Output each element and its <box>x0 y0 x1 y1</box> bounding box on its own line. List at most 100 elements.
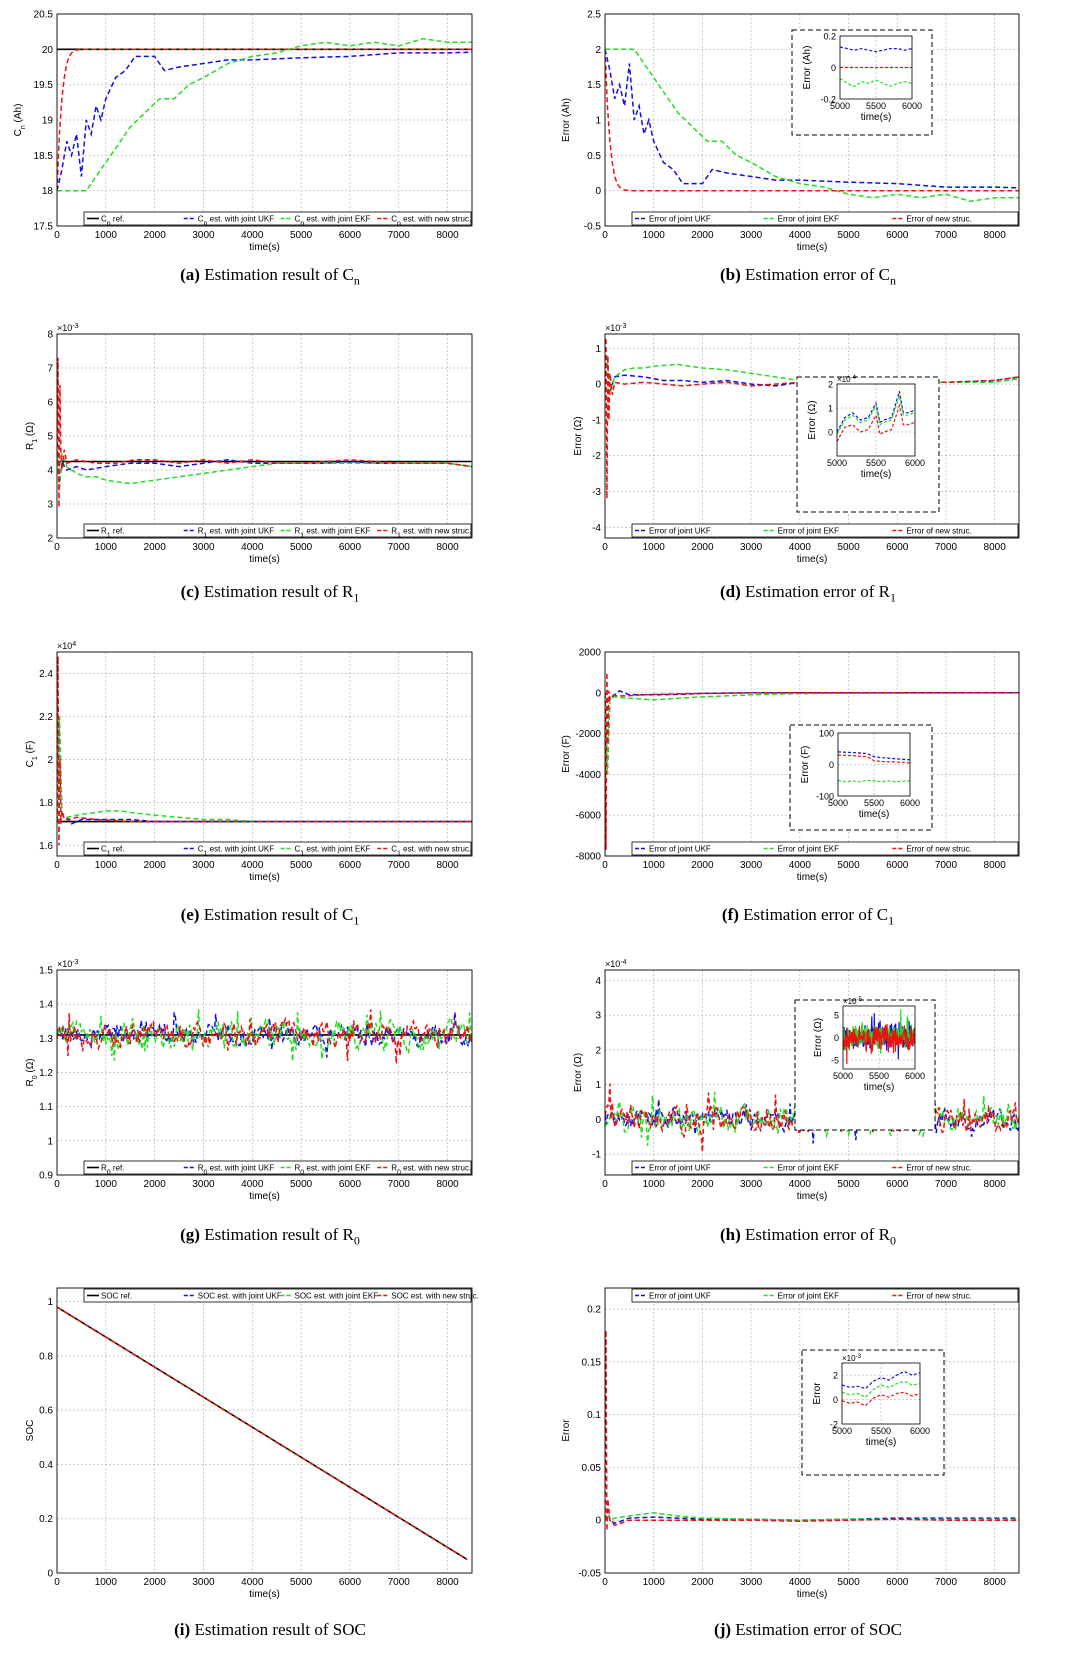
y-axis-label: Error (Ω) <box>573 416 584 455</box>
x-tick-label: 7000 <box>935 230 958 241</box>
x-tick-label: 4000 <box>241 1577 264 1588</box>
y-tick-label: 20.5 <box>34 10 54 21</box>
y-tick-label: -1 <box>592 1150 601 1161</box>
y-tick-label: 3 <box>595 1011 601 1022</box>
x-tick-label: 1000 <box>95 1577 118 1588</box>
y-axis-label: R0 (Ω) <box>25 1058 39 1086</box>
caption-c: (c) Estimation result of R1 <box>0 582 540 605</box>
y-axis-label: Error (Ω) <box>573 1053 584 1092</box>
y-tick-label: 0 <box>595 688 601 699</box>
y-tick-label: 1.1 <box>39 1102 53 1113</box>
x-tick-label: 0 <box>54 542 60 553</box>
y-tick-label: 0 <box>595 1115 601 1126</box>
inset-x-axis-label: time(s) <box>866 1437 897 1448</box>
y-tick-label: 2 <box>833 1371 838 1381</box>
axis-exponent: ×10-3 <box>57 323 79 334</box>
y-tick-label: 2 <box>828 380 833 390</box>
x-tick-label: 6000 <box>339 1179 362 1190</box>
y-tick-label: 3 <box>47 500 53 511</box>
y-tick-label: -4 <box>592 523 601 534</box>
legend-entry: Error of joint EKF <box>778 1164 839 1173</box>
y-tick-label: 0 <box>595 186 601 197</box>
x-tick-label: 1000 <box>95 230 118 241</box>
x-axis-label: time(s) <box>797 554 828 565</box>
y-axis-label: Error (F) <box>561 735 572 773</box>
x-tick-label: 2000 <box>691 230 714 241</box>
x-tick-label: 8000 <box>436 230 459 241</box>
x-tick-label: 7000 <box>388 1179 411 1190</box>
x-tick-label: 8000 <box>436 1179 459 1190</box>
x-tick-label: 2000 <box>691 542 714 553</box>
x-tick-label: 0 <box>54 860 60 871</box>
y-tick-label: -100 <box>816 792 834 802</box>
x-tick-label: 1000 <box>643 230 666 241</box>
y-tick-label: 1.4 <box>39 1000 53 1011</box>
legend-entry: Error of joint EKF <box>778 845 839 854</box>
y-tick-label: -3 <box>592 487 601 498</box>
chart-f: 0 1000 2000 3000 4000 5000 6000 7000 8000-8000-6… <box>561 648 1019 884</box>
chart-c: 0 1000 2000 3000 4000 5000 6000 7000 80002345678… <box>25 323 472 566</box>
x-axis-label: time(s) <box>797 242 828 253</box>
y-tick-label: 1 <box>595 344 601 355</box>
caption-e: (e) Estimation result of C1 <box>0 905 540 928</box>
legend-entry: SOC est. with new struc. <box>391 1292 479 1301</box>
x-tick-label: 5500 <box>866 101 886 111</box>
x-tick-label: 8000 <box>984 860 1007 871</box>
axis-exponent: ×10-4 <box>605 959 627 970</box>
y-tick-label: 18 <box>42 186 54 197</box>
y-tick-label: 4 <box>595 976 601 987</box>
x-tick-label: 3000 <box>740 1577 763 1588</box>
y-tick-label: 0.1 <box>587 1410 601 1421</box>
x-tick-label: 3000 <box>740 230 763 241</box>
legend-entry: Error of joint EKF <box>778 1292 839 1301</box>
y-tick-label: 0.5 <box>587 151 601 162</box>
x-tick-label: 0 <box>54 230 60 241</box>
x-tick-label: 5000 <box>290 542 313 553</box>
chart-b: 0 1000 2000 3000 4000 5000 6000 7000 8000-0.500.… <box>561 10 1019 254</box>
y-axis-label: R1 (Ω) <box>25 422 39 450</box>
legend-entry: SOC est. with joint EKF <box>295 1292 379 1301</box>
axis-exponent: ×104 <box>57 641 76 652</box>
x-tick-label: 5500 <box>866 458 886 468</box>
y-tick-label: 20 <box>42 45 54 56</box>
x-tick-label: 3000 <box>740 860 763 871</box>
x-tick-label: 7000 <box>388 230 411 241</box>
y-axis-label: Error <box>561 1419 572 1442</box>
y-tick-label: -5 <box>831 1056 839 1066</box>
x-tick-label: 0 <box>602 1179 608 1190</box>
caption-i: (i) Estimation result of SOC <box>0 1620 540 1643</box>
y-tick-label: 0 <box>595 380 601 391</box>
y-tick-label: 1.6 <box>39 841 53 852</box>
y-tick-label: 0.4 <box>39 1460 53 1471</box>
x-tick-label: 5000 <box>837 230 860 241</box>
legend-entry: Error of new struc. <box>906 1164 971 1173</box>
legend-entry: Error of new struc. <box>906 1292 971 1301</box>
x-tick-label: 6000 <box>886 1577 909 1588</box>
x-tick-label: 7000 <box>388 542 411 553</box>
y-tick-label: 0.2 <box>39 1514 53 1525</box>
x-tick-label: 2000 <box>144 1577 167 1588</box>
inset-chart: 5000 5500 6000-505time(s)Error (Ω)×10-5 <box>795 997 935 1130</box>
x-axis-label: time(s) <box>249 242 280 253</box>
x-tick-label: 5000 <box>290 230 313 241</box>
x-tick-label: 5000 <box>837 542 860 553</box>
inset-chart: 5000 5500 6000-0.200.2time(s)Error (Ah) <box>792 30 932 135</box>
caption-f: (f) Estimation error of C1 <box>538 905 1078 928</box>
y-tick-label: 5 <box>834 1011 839 1021</box>
chart-h: 0 1000 2000 3000 4000 5000 6000 7000 8000-101234… <box>573 959 1019 1203</box>
y-tick-label: 2 <box>595 45 601 56</box>
y-tick-label: 1 <box>47 1136 53 1147</box>
y-tick-label: 17.5 <box>34 222 54 233</box>
axis-exponent: ×10-3 <box>605 323 627 334</box>
y-tick-label: 1 <box>595 116 601 127</box>
x-tick-label: 6000 <box>886 1179 909 1190</box>
x-tick-label: 0 <box>602 230 608 241</box>
legend-entry: Error of joint UKF <box>649 845 711 854</box>
x-tick-label: 6000 <box>900 798 920 808</box>
inset-x-axis-label: time(s) <box>861 112 892 123</box>
x-tick-label: 4000 <box>789 1577 812 1588</box>
x-tick-label: 4000 <box>789 542 812 553</box>
y-tick-label: -2 <box>830 1420 838 1430</box>
inset-chart: 5000 5500 6000012time(s)Error (Ω)×10-4 <box>797 375 939 512</box>
